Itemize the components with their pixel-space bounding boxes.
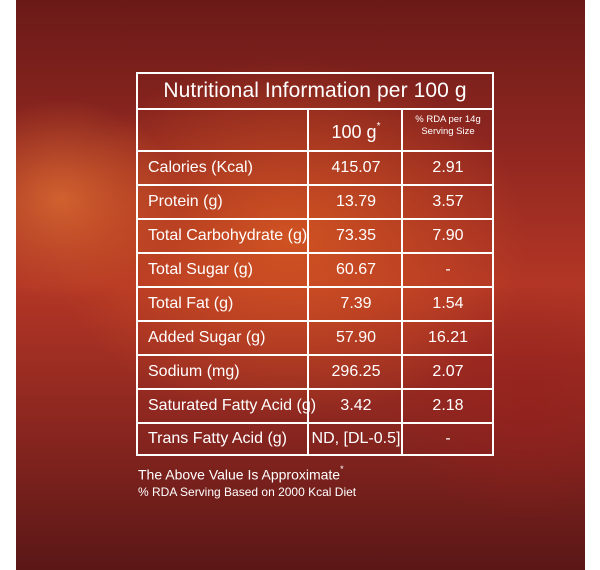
row-rda-sodium: 2.07 xyxy=(432,363,464,380)
row-label-saturated-fatty-acid: Saturated Fatty Acid (g) xyxy=(148,397,317,414)
row-value-trans-fatty-acid: ND, [DL-0.5] xyxy=(311,430,401,447)
row-rda-trans-fatty-acid: - xyxy=(445,430,451,447)
row-divider xyxy=(138,150,492,152)
row-value-added-sugar: 57.90 xyxy=(335,329,377,346)
row-label-calories: Calories (Kcal) xyxy=(148,159,253,176)
row-divider xyxy=(138,354,492,356)
row-label-total-carbohydrate: Total Carbohydrate (g) xyxy=(148,227,308,244)
row-rda-total-fat: 1.54 xyxy=(432,295,464,312)
row-divider xyxy=(138,252,492,254)
row-divider xyxy=(138,388,492,390)
row-rda-calories: 2.91 xyxy=(432,159,464,176)
row-rda-saturated-fatty-acid: 2.18 xyxy=(432,397,464,414)
row-rda-protein: 3.57 xyxy=(432,193,464,210)
row-value-total-sugar: 60.67 xyxy=(335,261,377,278)
row-divider xyxy=(138,184,492,186)
row-value-calories: 415.07 xyxy=(331,159,381,176)
header-asterisk: * xyxy=(376,120,381,132)
row-rda-total-sugar: - xyxy=(445,261,451,278)
row-rda-added-sugar: 16.21 xyxy=(427,329,469,346)
background-panel: Nutritional Information per 100 g 100 g *… xyxy=(16,0,585,570)
row-value-total-fat: 7.39 xyxy=(340,295,372,312)
footnotes: The Above Value Is Approximate* % RDA Se… xyxy=(138,462,356,500)
footnote-rda-basis: % RDA Serving Based on 2000 Kcal Diet xyxy=(138,484,357,499)
row-label-total-sugar: Total Sugar (g) xyxy=(148,261,253,278)
column-divider-2 xyxy=(401,110,403,454)
footnote-approximate-text: The Above Value Is Approximate xyxy=(138,466,341,483)
row-value-sodium: 296.25 xyxy=(331,363,381,380)
row-rda-total-carbohydrate: 7.90 xyxy=(432,227,464,244)
header-rda: % RDA per 14g Serving Size xyxy=(404,114,492,150)
row-divider xyxy=(138,286,492,288)
header-rda-line1: % RDA per 14g xyxy=(415,114,481,125)
table-title: Nutritional Information per 100 g xyxy=(138,74,492,110)
row-label-added-sugar: Added Sugar (g) xyxy=(148,329,266,346)
row-label-trans-fatty-acid: Trans Fatty Acid (g) xyxy=(148,430,287,447)
row-divider xyxy=(138,320,492,322)
row-value-saturated-fatty-acid: 3.42 xyxy=(340,397,372,414)
row-value-total-carbohydrate: 73.35 xyxy=(335,227,377,244)
column-divider-1 xyxy=(307,110,309,454)
row-divider xyxy=(138,218,492,220)
header-per-100g-label: 100 g xyxy=(331,121,377,142)
footnote-approximate: The Above Value Is Approximate* xyxy=(138,462,356,484)
header-per-100g: 100 g * xyxy=(310,112,402,152)
footnote-asterisk: * xyxy=(340,464,344,474)
row-label-total-fat: Total Fat (g) xyxy=(148,295,234,312)
row-value-protein: 13.79 xyxy=(335,193,377,210)
row-label-sodium: Sodium (mg) xyxy=(148,363,240,380)
row-label-protein: Protein (g) xyxy=(148,193,223,210)
row-divider xyxy=(138,422,492,424)
header-rda-line2: Serving Size xyxy=(421,126,475,137)
nutrition-table: Nutritional Information per 100 g 100 g *… xyxy=(136,72,494,456)
